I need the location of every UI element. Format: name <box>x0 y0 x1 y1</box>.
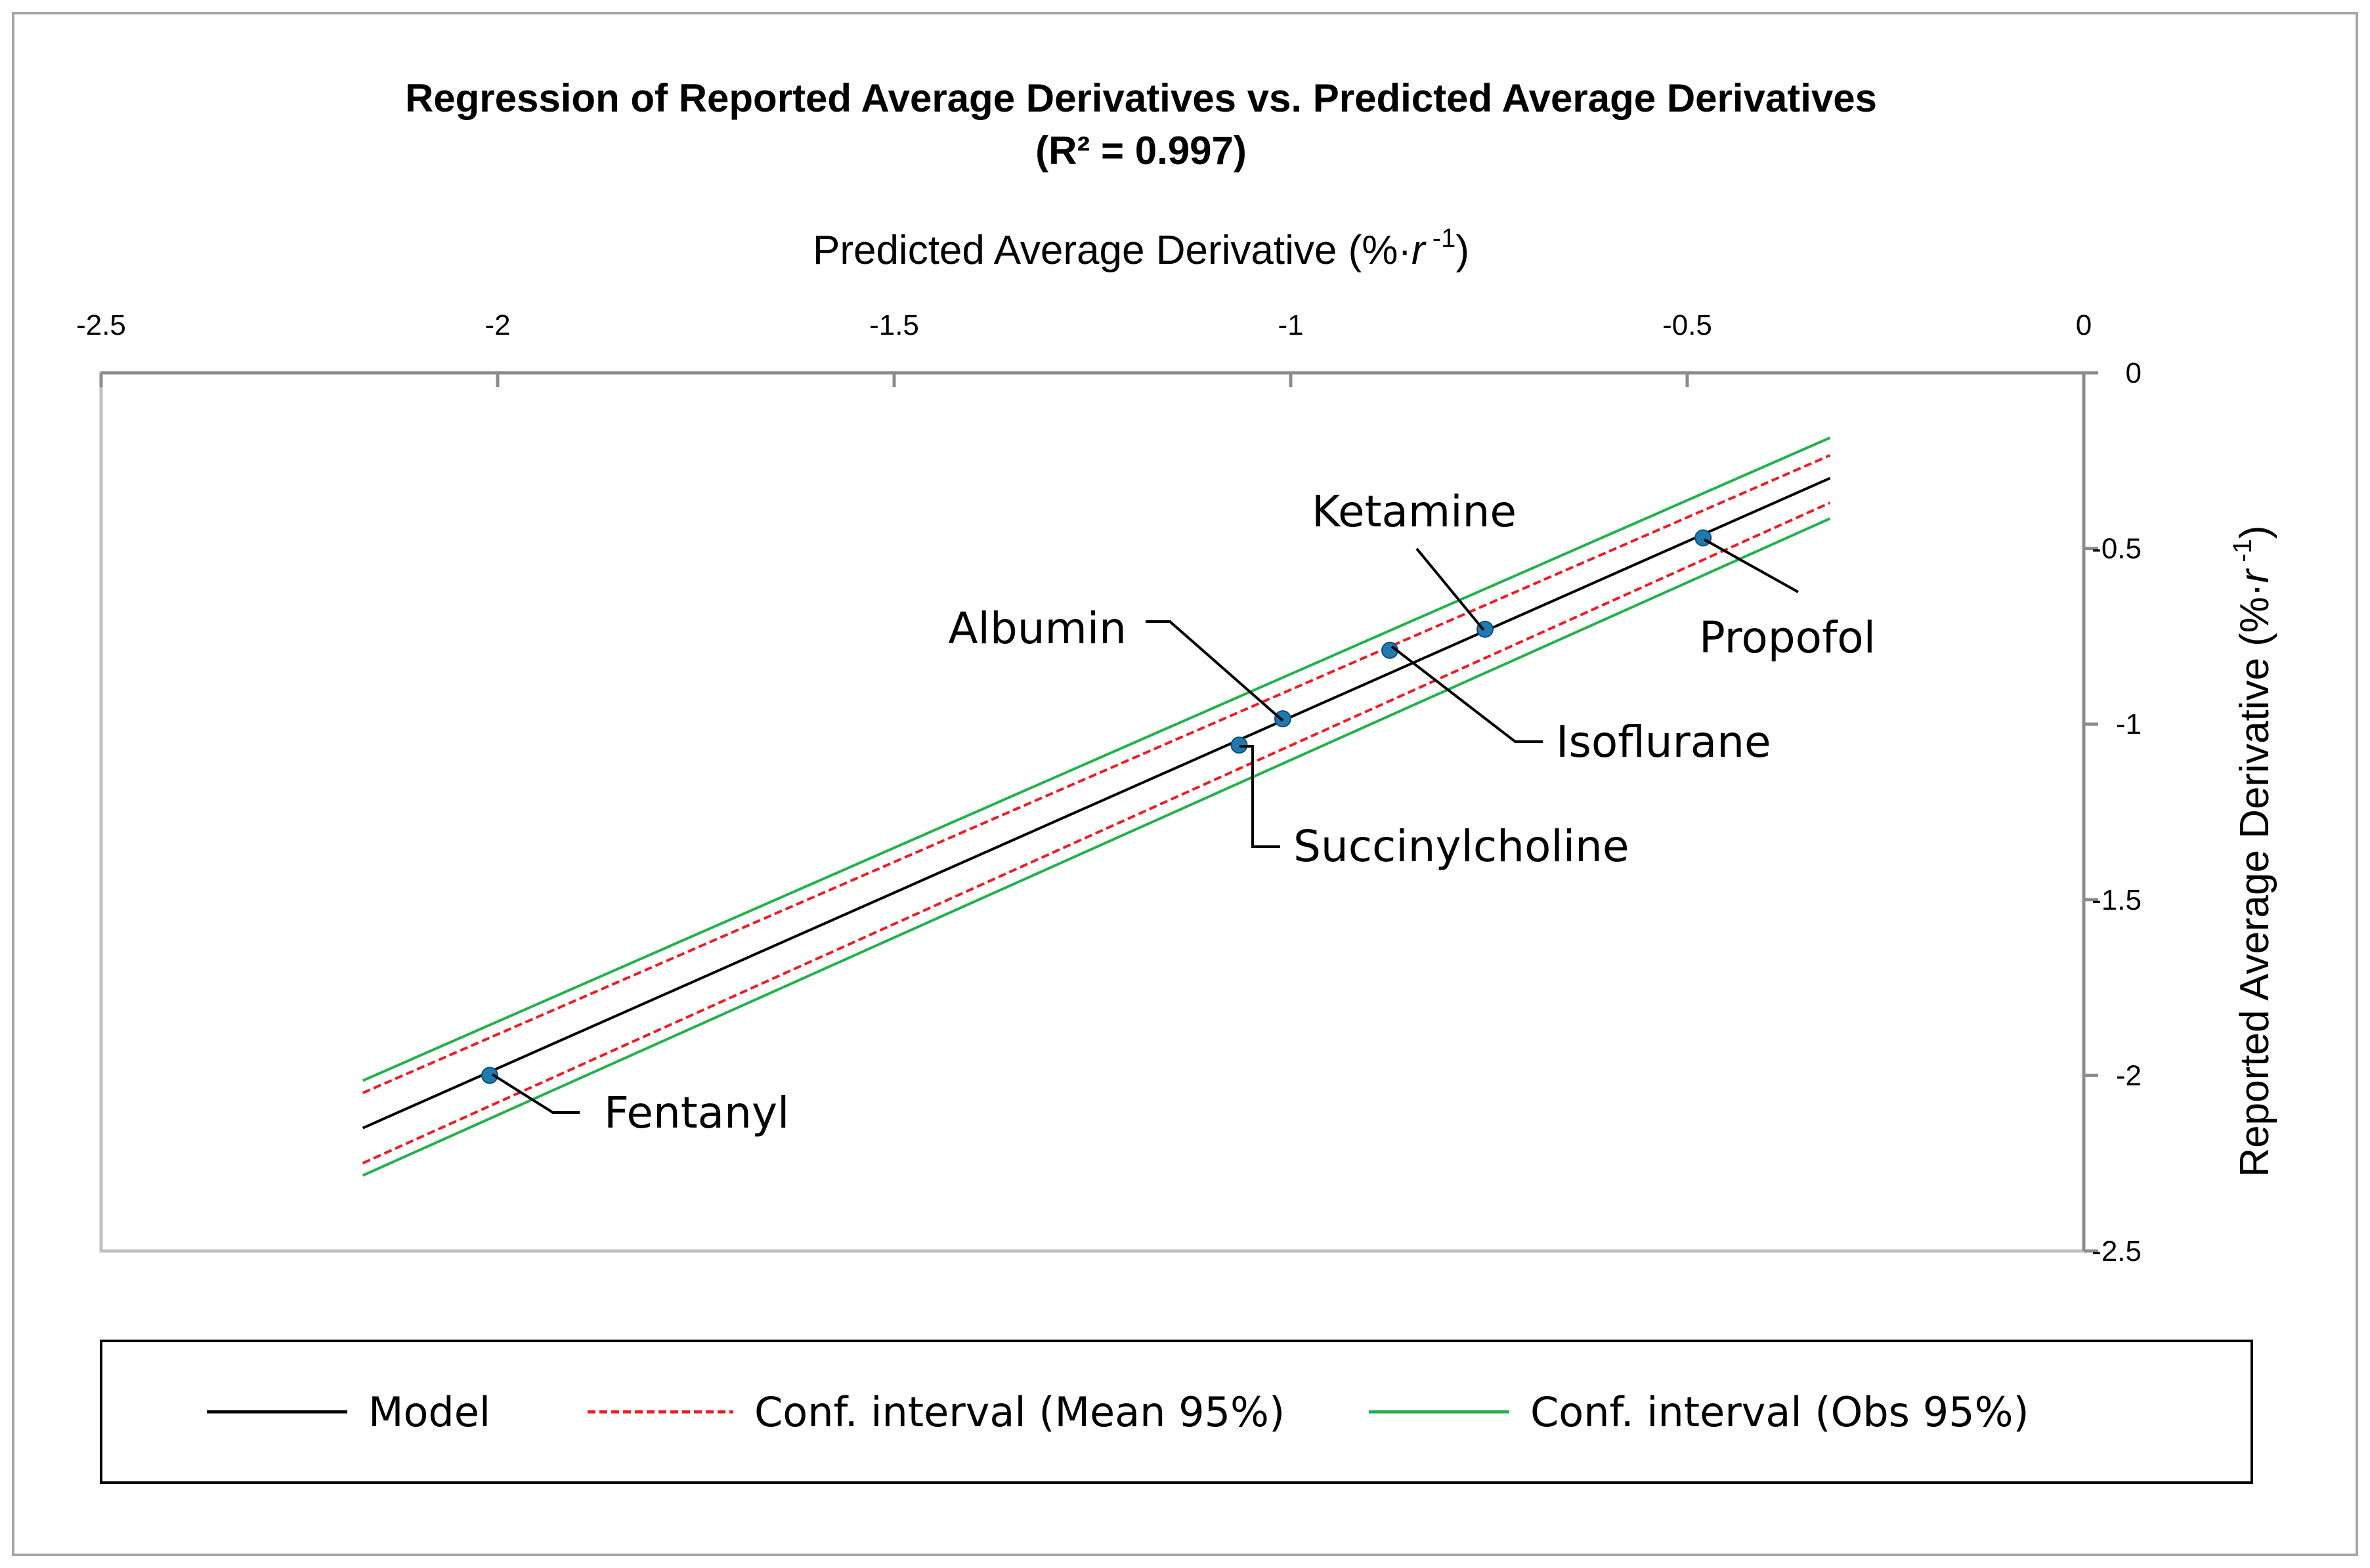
y-tick-label: -0.5 <box>2092 533 2142 565</box>
x-tick-label: -2.5 <box>76 309 126 341</box>
chart-subtitle: (R² = 0.997) <box>1035 129 1247 173</box>
series-line-conf-interval-obs-95 <box>362 517 1831 1177</box>
y-axis-label-sup: -1 <box>2228 539 2257 570</box>
annotation-leaders <box>491 538 1799 1114</box>
y-tick-label: -2.5 <box>2092 1235 2142 1267</box>
x-tick-label: -0.5 <box>1662 309 1712 341</box>
y-tick-label: -2 <box>2116 1059 2142 1091</box>
legend-label-conf-interval-obs-95: Conf. interval (Obs 95%) <box>1530 1388 2029 1436</box>
data-point-fentanyl <box>481 1067 498 1084</box>
series-line-conf-interval-obs-95 <box>362 436 1831 1082</box>
series-line-conf-interval-mean-95 <box>362 501 1831 1165</box>
legend-box <box>100 1340 2253 1484</box>
chart-outer-border <box>12 12 2358 1556</box>
series-line-model <box>362 477 1831 1130</box>
legend-label-model: Model <box>368 1388 490 1436</box>
x-axis-label-var: r <box>1411 228 1427 273</box>
y-axis-label-main: Reported Average Derivative (%· <box>2232 583 2277 1177</box>
y-tick-label: -1.5 <box>2092 884 2142 916</box>
x-tick-label: 0 <box>2076 309 2092 341</box>
series-line-conf-interval-mean-95 <box>362 454 1831 1094</box>
series-lines <box>362 436 1831 1177</box>
x-axis-label: Predicted Average Derivative (%·r -1) <box>813 224 1469 273</box>
x-tick-label: -1 <box>1278 309 1303 341</box>
annotation-ketamine: Ketamine <box>1312 486 1517 537</box>
annotation-isoflurane: Isoflurane <box>1556 717 1771 767</box>
x-tick-label: -1.5 <box>869 309 919 341</box>
leader-albumin <box>1146 620 1284 722</box>
x-axis-label-main: Predicted Average Derivative (%· <box>813 228 1411 273</box>
y-axis-label-var: r <box>2232 568 2277 583</box>
leader-isoflurane <box>1390 645 1543 743</box>
chart-title: Regression of Reported Average Derivativ… <box>405 76 1877 120</box>
y-axis-label: Reported Average Derivative (%·r -1) <box>2228 525 2277 1177</box>
annotation-propofol: Propofol <box>1699 612 1876 663</box>
axes-layer: -2.5 -2 -1.5 -1 -0.5 0 0 -0.5 -1 -1.5 -2 -2.5 <box>76 309 2142 1267</box>
x-axis-label-end: ) <box>1455 228 1469 273</box>
legend-label-conf-interval-mean-95: Conf. interval (Mean 95%) <box>754 1388 1285 1436</box>
legend: Model Conf. interval (Mean 95%) Conf. inte… <box>207 1388 2029 1436</box>
x-tick-label: -2 <box>485 309 510 341</box>
leader-ketamine <box>1415 547 1485 631</box>
x-axis-label-sup: -1 <box>1425 224 1456 253</box>
annotation-fentanyl: Fentanyl <box>604 1088 789 1138</box>
leader-propofol <box>1704 538 1799 593</box>
y-tick-label: 0 <box>2126 357 2142 389</box>
annotation-albumin: Albumin <box>948 603 1127 654</box>
y-axis-label-end: ) <box>2232 525 2277 539</box>
leader-succinylcholine <box>1239 745 1280 848</box>
leader-fentanyl <box>491 1073 580 1114</box>
data-point-albumin <box>1274 710 1291 728</box>
y-tick-label: -1 <box>2116 708 2142 740</box>
annotation-succinylcholine: Succinylcholine <box>1293 821 1629 872</box>
